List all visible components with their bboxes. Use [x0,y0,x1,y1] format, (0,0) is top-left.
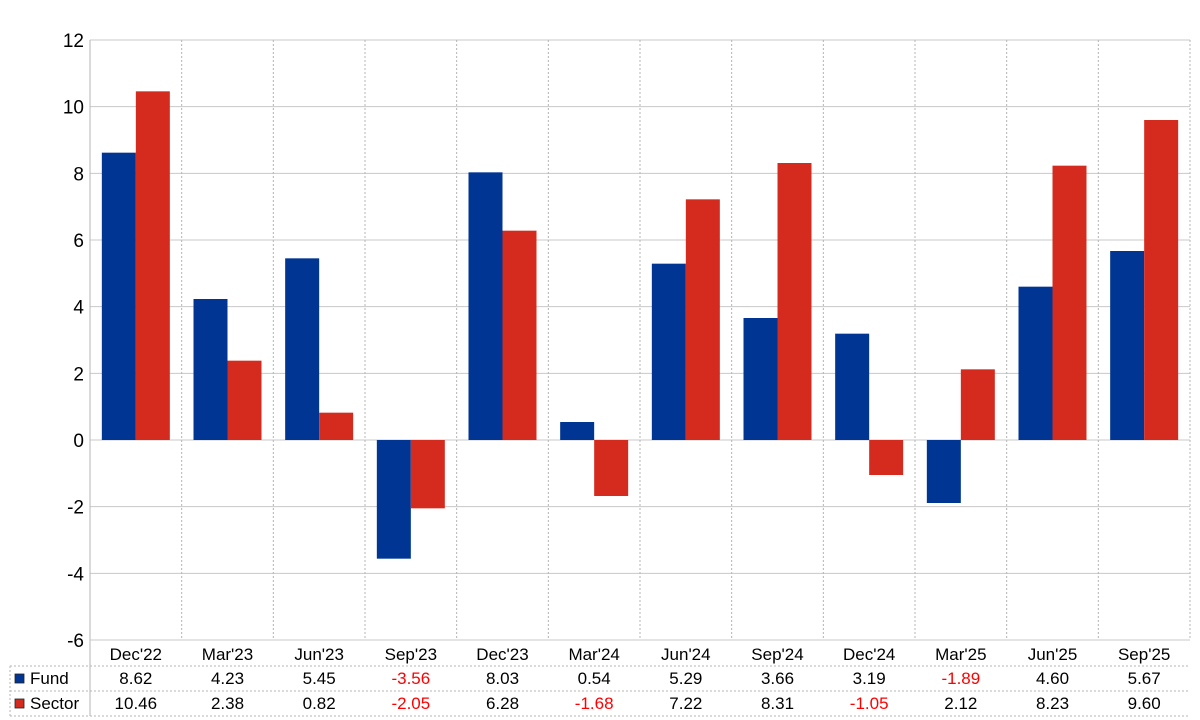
bar-fund [1018,286,1053,440]
x-category-label: Jun'24 [661,645,711,664]
y-tick-label: 4 [73,298,84,319]
bar-sector [960,369,995,440]
bar-fund [376,440,411,559]
y-tick-label: -4 [67,564,84,585]
y-axis-ticks: 12 10 8 6 4 2 0 -2 -4 -6 [63,31,85,652]
legend-swatch-sector [14,698,25,709]
table-cell-sector: 6.28 [486,694,519,713]
table-cell-sector: 2.38 [211,694,244,713]
table-cell-sector: 8.23 [1036,694,1069,713]
bar-sector [1144,120,1179,440]
x-category-label: Jun'23 [294,645,344,664]
bar-sector [135,91,170,440]
table-cell-sector: 0.82 [303,694,336,713]
x-category-label: Dec'23 [476,645,528,664]
table-cell-sector: 9.60 [1128,694,1161,713]
legend-label-sector: Sector [30,694,79,713]
bar-fund [468,172,503,441]
table-cell-fund: 3.19 [853,669,886,688]
bar-fund [651,263,686,440]
table-cell-sector: -1.68 [575,694,614,713]
table-cell-fund: 3.66 [761,669,794,688]
y-tick-label: 2 [73,364,84,385]
bar-fund [285,258,320,440]
bar-sector [685,199,720,440]
table-cell-sector: 2.12 [944,694,977,713]
data-table: Dec'22 Mar'23 Jun'23 Sep'23 Dec'23 Mar'24 Jun'… [9,639,1190,717]
table-cell-fund: 0.54 [578,669,611,688]
y-tick-label: 12 [63,31,84,52]
y-tick-label: -2 [67,498,84,519]
table-cell-fund: 8.62 [119,669,152,688]
table-cell-fund: 4.23 [211,669,244,688]
bar-fund [560,422,595,440]
bar-sector [410,440,445,509]
x-category-label: Mar'23 [202,645,253,664]
legend-swatch-fund [14,673,25,684]
bar-sector [502,230,537,440]
table-cell-fund: 5.29 [669,669,702,688]
bar-fund [926,440,961,503]
x-category-label: Mar'25 [935,645,986,664]
bar-fund [101,152,136,440]
x-category-label: Jun'25 [1028,645,1078,664]
y-tick-label: 0 [73,431,84,452]
bar-fund [193,299,228,440]
x-category-label: Sep'25 [1118,645,1170,664]
table-cell-sector: -1.05 [850,694,889,713]
bar-sector [594,440,629,496]
bar-sector [1052,165,1087,440]
y-tick-label: 8 [73,164,84,185]
bar-sector [227,360,262,440]
x-category-label: Sep'24 [751,645,803,664]
y-tick-label: 10 [63,98,84,119]
x-category-label: Mar'24 [568,645,619,664]
table-cell-sector: 8.31 [761,694,794,713]
gridlines [89,39,1191,716]
bars [101,91,1179,559]
y-tick-label: 6 [73,231,84,252]
table-cell-fund: 4.60 [1036,669,1069,688]
table-cell-fund: -1.89 [941,669,980,688]
table-cell-sector: 7.22 [669,694,702,713]
bar-fund [1110,251,1145,440]
bar-sector [319,412,354,440]
x-category-label: Dec'24 [843,645,895,664]
table-cell-fund: -3.56 [391,669,430,688]
x-category-label: Sep'23 [385,645,437,664]
bar-sector [777,163,812,440]
bar-fund [743,318,778,440]
legend-label-fund: Fund [30,669,69,688]
y-tick-label: -6 [67,631,84,652]
table-cell-fund: 8.03 [486,669,519,688]
bar-sector [869,440,904,475]
table-cell-fund: 5.45 [303,669,336,688]
table-cell-fund: 5.67 [1128,669,1161,688]
table-cell-sector: -2.05 [391,694,430,713]
bar-fund [835,333,870,440]
table-cell-sector: 10.46 [115,694,158,713]
x-category-label: Dec'22 [110,645,162,664]
